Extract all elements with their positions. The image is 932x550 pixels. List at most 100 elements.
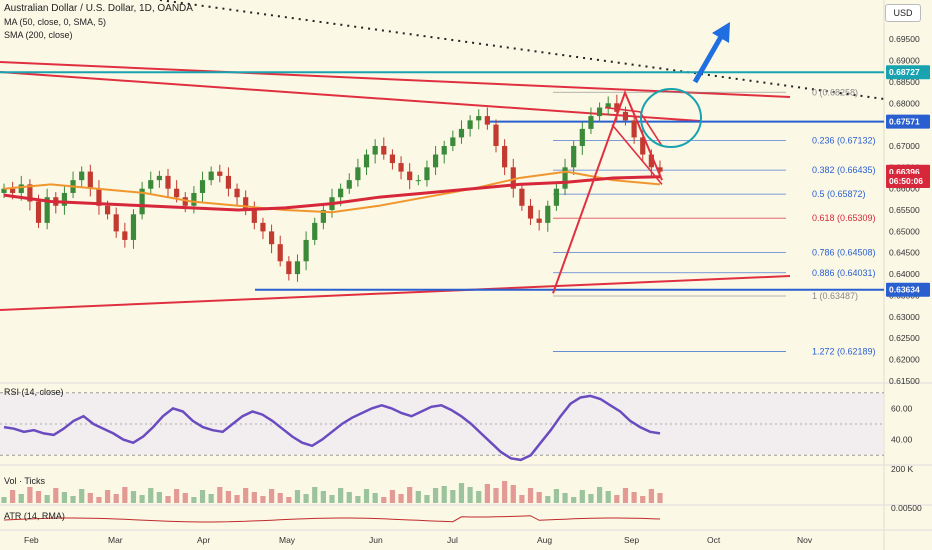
- candle-body[interactable]: [217, 171, 223, 176]
- candle-body[interactable]: [588, 116, 594, 129]
- candle-body[interactable]: [139, 188, 145, 215]
- candle-body[interactable]: [553, 188, 560, 206]
- fib-anchor-lines[interactable]: [552, 89, 663, 294]
- bullish-arrow-head[interactable]: [712, 22, 730, 43]
- candle-body[interactable]: [502, 145, 508, 168]
- candle-body[interactable]: [312, 222, 318, 240]
- fib-level-label: 0 (0.68258): [812, 87, 858, 97]
- candle-body[interactable]: [510, 167, 516, 189]
- candle-body[interactable]: [251, 210, 257, 223]
- candle-body[interactable]: [571, 145, 577, 168]
- candle-body[interactable]: [234, 188, 240, 198]
- volume-bar: [96, 497, 102, 503]
- candle-body[interactable]: [640, 137, 646, 155]
- candle-body[interactable]: [657, 167, 663, 172]
- candle-body[interactable]: [579, 128, 585, 146]
- candle-body[interactable]: [303, 239, 309, 262]
- candle-body[interactable]: [104, 205, 111, 215]
- candle-body[interactable]: [648, 154, 654, 168]
- candle-body[interactable]: [363, 154, 370, 168]
- candle-body[interactable]: [338, 188, 344, 198]
- candle-body[interactable]: [35, 201, 42, 223]
- candle-body[interactable]: [441, 145, 447, 155]
- candle-body[interactable]: [191, 192, 197, 206]
- volume-bar: [260, 496, 266, 503]
- highlight-ellipse[interactable]: [640, 88, 702, 148]
- candle-body[interactable]: [631, 120, 637, 138]
- candle-body[interactable]: [208, 171, 214, 181]
- volume-bar: [614, 495, 620, 503]
- candle-body[interactable]: [87, 171, 93, 189]
- volume-bar: [579, 490, 585, 503]
- candle-body[interactable]: [527, 205, 534, 219]
- candle-body[interactable]: [605, 103, 611, 108]
- candle-body[interactable]: [156, 175, 162, 181]
- candle-body[interactable]: [286, 261, 292, 275]
- candle-body[interactable]: [424, 167, 430, 181]
- candle-body[interactable]: [44, 197, 50, 223]
- candle-body[interactable]: [622, 111, 629, 121]
- candle-body[interactable]: [450, 137, 456, 146]
- candle-body[interactable]: [79, 171, 85, 181]
- candle-body[interactable]: [398, 163, 404, 172]
- candle-body[interactable]: [614, 103, 620, 112]
- candle-body[interactable]: [407, 171, 413, 181]
- time-tick-label: Sep: [624, 535, 639, 545]
- upper-trendline-2[interactable]: [0, 71, 701, 122]
- candle-body[interactable]: [61, 192, 68, 206]
- rsi-line[interactable]: [3, 394, 661, 462]
- candle-body[interactable]: [355, 167, 361, 181]
- candle-body[interactable]: [18, 184, 24, 193]
- candle-body[interactable]: [432, 154, 439, 168]
- candle-body[interactable]: [346, 180, 352, 189]
- candle-body[interactable]: [113, 214, 119, 232]
- candle-body[interactable]: [277, 244, 283, 262]
- candle-body[interactable]: [243, 197, 249, 211]
- candle-body[interactable]: [1, 188, 7, 193]
- candle-body[interactable]: [484, 116, 490, 125]
- candle-body[interactable]: [130, 214, 137, 240]
- price-tick-label: 0.62000: [889, 355, 920, 365]
- candle-body[interactable]: [27, 184, 33, 202]
- candle-body[interactable]: [260, 222, 266, 232]
- candle-body[interactable]: [389, 154, 396, 164]
- candle-body[interactable]: [536, 218, 542, 223]
- dotted-trendline[interactable]: [159, 0, 885, 100]
- candle-body[interactable]: [372, 145, 378, 155]
- volume-bar: [458, 483, 465, 503]
- candle-body[interactable]: [415, 180, 421, 182]
- wedge-pattern[interactable]: [604, 106, 663, 185]
- candle-body[interactable]: [381, 145, 387, 155]
- candle-body[interactable]: [225, 175, 232, 189]
- candle-body[interactable]: [493, 124, 499, 146]
- bullish-arrow-shaft[interactable]: [692, 33, 725, 84]
- candle-body[interactable]: [174, 188, 180, 198]
- candle-body[interactable]: [148, 180, 154, 189]
- volume-bar: [104, 490, 111, 503]
- currency-button[interactable]: USD: [885, 4, 921, 22]
- candle-body[interactable]: [519, 188, 525, 206]
- candle-body[interactable]: [10, 188, 16, 193]
- time-tick-label: Oct: [707, 535, 721, 545]
- candle-body[interactable]: [320, 210, 326, 223]
- candle-body[interactable]: [596, 107, 603, 117]
- candle-body[interactable]: [476, 116, 482, 121]
- candle-body[interactable]: [562, 167, 568, 189]
- ma50-line[interactable]: [3, 170, 661, 214]
- candle-body[interactable]: [294, 261, 301, 275]
- candle-body[interactable]: [96, 188, 102, 206]
- price-tick-label: 0.69500: [889, 34, 920, 44]
- candle-body[interactable]: [545, 205, 551, 223]
- candle-body[interactable]: [458, 128, 465, 138]
- sma200-line[interactable]: [3, 175, 661, 212]
- volume-legend: Vol · Ticks: [4, 476, 46, 486]
- time-tick-label: Jul: [447, 535, 458, 545]
- candle-body[interactable]: [122, 231, 128, 240]
- candle-body[interactable]: [182, 197, 188, 206]
- candle-body[interactable]: [199, 180, 206, 193]
- candle-body[interactable]: [467, 120, 473, 129]
- lower-trendline[interactable]: [0, 275, 791, 311]
- candle-body[interactable]: [268, 231, 275, 245]
- candle-body[interactable]: [165, 175, 171, 189]
